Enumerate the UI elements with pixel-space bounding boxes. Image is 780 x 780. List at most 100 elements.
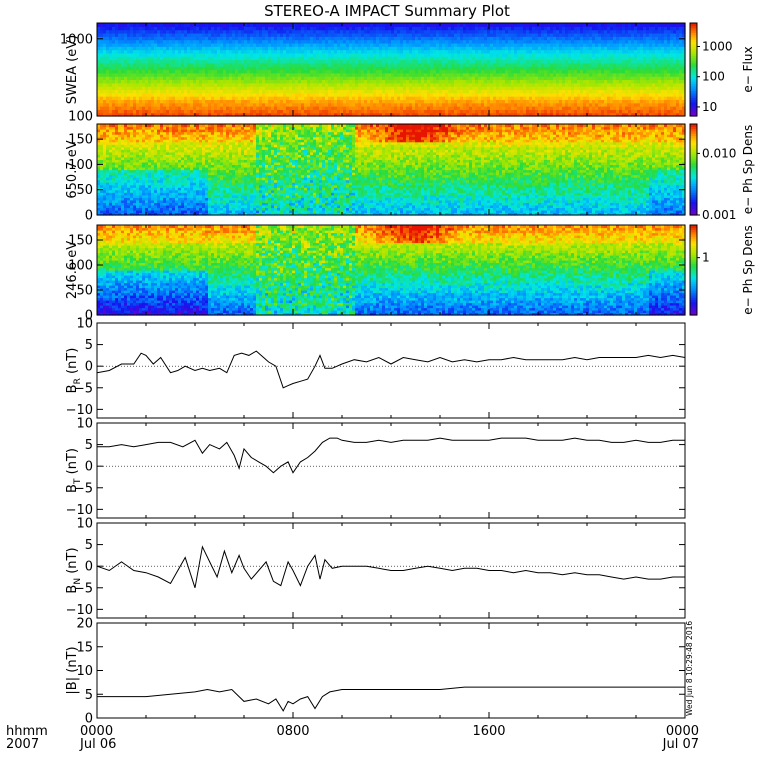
heatmap-cell: [355, 89, 359, 94]
heatmap-cell: [433, 72, 437, 77]
heatmap-cell: [409, 66, 413, 71]
heatmap-cell: [502, 69, 506, 74]
heatmap-cell: [265, 26, 269, 31]
heatmap-cell: [472, 106, 476, 110]
heatmap-cell: [271, 96, 275, 100]
heatmap-cell: [400, 79, 404, 84]
heatmap-cell: [259, 109, 263, 114]
heatmap-cell: [322, 102, 326, 107]
heatmap-cell: [511, 79, 515, 84]
heatmap-cell: [400, 69, 404, 74]
heatmap-cell: [310, 49, 314, 54]
heatmap-cell: [136, 32, 140, 37]
heatmap-cell: [301, 49, 305, 54]
heatmap-cell: [502, 26, 506, 31]
heatmap-cell: [256, 49, 260, 54]
heatmap-cell: [136, 42, 140, 47]
heatmap-cell: [469, 66, 473, 71]
heatmap-cell: [418, 109, 422, 114]
heatmap-cell: [505, 89, 509, 94]
heatmap-cell: [484, 23, 488, 27]
heatmap-cell: [298, 36, 302, 41]
heatmap-cell: [322, 106, 326, 110]
heatmap-cell: [220, 32, 224, 37]
heatmap-cell: [388, 102, 392, 107]
heatmap-cell: [193, 32, 197, 37]
heatmap-cell: [106, 102, 110, 107]
heatmap-cell: [217, 112, 221, 117]
heatmap-cell: [370, 102, 374, 107]
heatmap-cell: [454, 89, 458, 94]
heatmap-cell: [334, 102, 338, 107]
heatmap-cell: [142, 66, 146, 71]
heatmap-cell: [127, 82, 131, 87]
heatmap-cell: [358, 92, 362, 97]
heatmap-cell: [391, 102, 395, 107]
heatmap-cell: [472, 42, 476, 47]
heatmap-cell: [142, 59, 146, 64]
heatmap-cell: [277, 89, 281, 94]
heatmap-cell: [250, 72, 254, 77]
heatmap-cell: [124, 76, 128, 81]
heatmap-cell: [346, 96, 350, 100]
heatmap-cell: [442, 112, 446, 117]
heatmap-cell: [316, 23, 320, 27]
heatmap-cell: [382, 76, 386, 81]
heatmap-cell: [181, 102, 185, 107]
heatmap-cell: [145, 39, 149, 44]
heatmap-cell: [247, 89, 251, 94]
heatmap-cell: [268, 76, 272, 81]
heatmap-cell: [508, 29, 512, 34]
heatmap-cell: [157, 32, 161, 37]
heatmap-cell: [436, 86, 440, 91]
heatmap-cell: [181, 46, 185, 51]
heatmap-cell: [400, 106, 404, 110]
heatmap-cell: [295, 99, 299, 104]
heatmap-cell: [112, 59, 116, 64]
heatmap-cell: [238, 66, 242, 71]
heatmap-cell: [151, 72, 155, 77]
heatmap-cell: [154, 62, 158, 67]
heatmap-cell: [343, 96, 347, 100]
heatmap-cell: [511, 92, 515, 97]
heatmap-cell: [304, 99, 308, 104]
heatmap-cell: [442, 46, 446, 51]
heatmap-cell: [469, 86, 473, 91]
heatmap-cell: [244, 42, 248, 47]
heatmap-cell: [124, 86, 128, 91]
heatmap-cell: [271, 66, 275, 71]
heatmap-cell: [256, 69, 260, 74]
heatmap-cell: [136, 36, 140, 41]
heatmap-cell: [400, 49, 404, 54]
heatmap-cell: [178, 69, 182, 74]
heatmap-cell: [334, 23, 338, 27]
heatmap-cell: [415, 112, 419, 117]
heatmap-cell: [328, 56, 332, 61]
heatmap-cell: [304, 96, 308, 100]
heatmap-cell: [154, 89, 158, 94]
heatmap-cell: [400, 52, 404, 57]
heatmap-cell: [142, 26, 146, 31]
heatmap-cell: [202, 26, 206, 31]
heatmap-cell: [331, 49, 335, 54]
heatmap-cell: [277, 106, 281, 110]
heatmap-cell: [145, 23, 149, 27]
heatmap-cell: [493, 106, 497, 110]
heatmap-cell: [436, 29, 440, 34]
heatmap-cell: [322, 89, 326, 94]
heatmap-cell: [214, 72, 218, 77]
heatmap-cell: [232, 52, 236, 57]
heatmap-cell: [202, 42, 206, 47]
heatmap-cell: [397, 29, 401, 34]
heatmap-cell: [487, 36, 491, 41]
heatmap-cell: [403, 76, 407, 81]
heatmap-cell: [442, 86, 446, 91]
heatmap-cell: [214, 49, 218, 54]
heatmap-cell: [145, 79, 149, 84]
heatmap-cell: [115, 86, 119, 91]
heatmap-cell: [220, 23, 224, 27]
heatmap-cell: [475, 46, 479, 51]
heatmap-cell: [361, 49, 365, 54]
heatmap-cell: [406, 109, 410, 114]
heatmap-cell: [124, 72, 128, 77]
